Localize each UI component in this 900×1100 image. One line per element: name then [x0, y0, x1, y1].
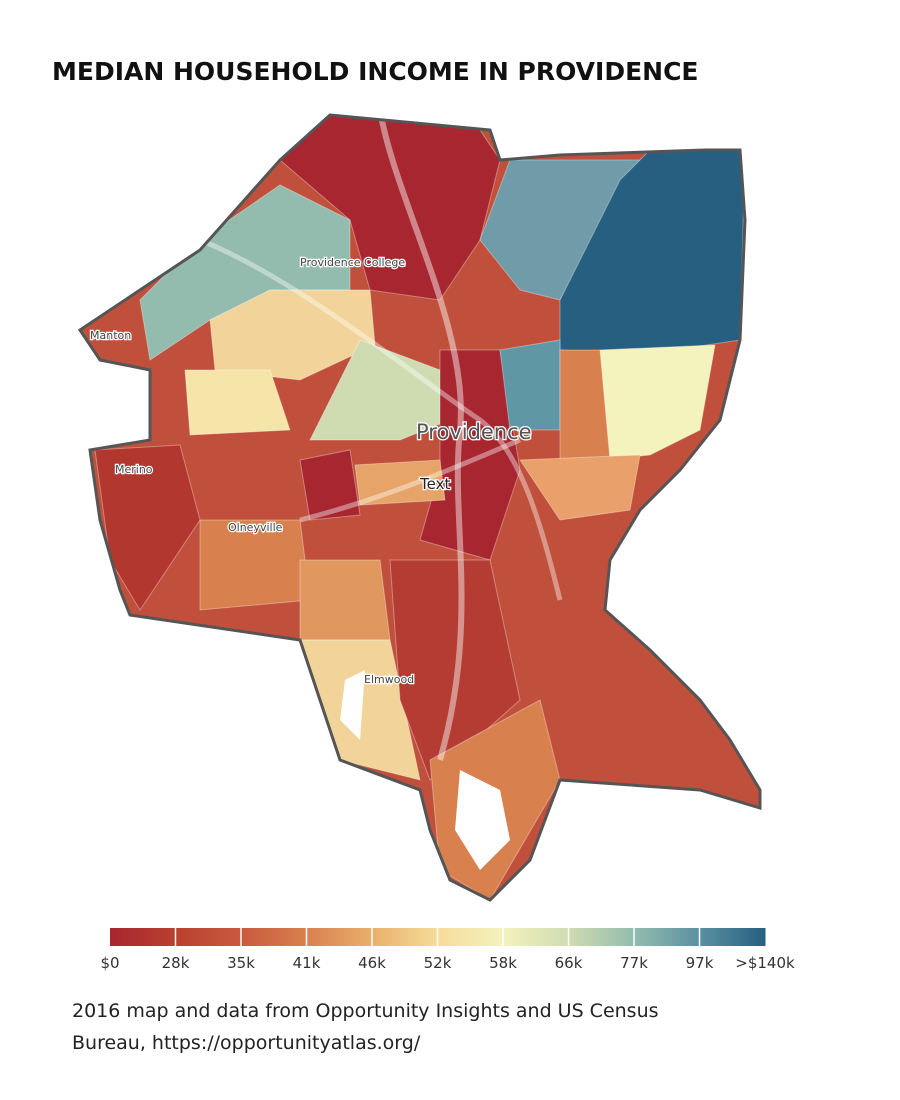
- city-outline: [77, 113, 762, 902]
- legend-swatch: [175, 928, 242, 946]
- place-label: Merino: [115, 463, 153, 476]
- caption: Bureau, https://opportunityatlas.org/: [72, 1032, 421, 1054]
- legend-label: >$140k: [735, 954, 795, 972]
- legend-swatch: [503, 928, 569, 946]
- legend-label: 28k: [162, 954, 190, 972]
- legend-label: 97k: [686, 954, 714, 972]
- region: [184, 369, 291, 436]
- place-label: Manton: [90, 329, 131, 342]
- legend: $0 28k 35k 41k 46k 52k 58k 66k 77k 97k >$140k: [100, 928, 795, 972]
- legend-label: 35k: [227, 954, 255, 972]
- pond: [455, 770, 510, 870]
- region: [354, 459, 446, 506]
- region: [299, 449, 361, 521]
- legend-label: 58k: [489, 954, 517, 972]
- legend-label: $0: [100, 954, 119, 972]
- place-label: Providence College: [300, 256, 405, 269]
- region: [499, 339, 561, 431]
- region: [299, 559, 391, 641]
- place-label: Olneyville: [228, 521, 283, 534]
- legend-swatch: [699, 928, 766, 946]
- highway: [199, 237, 563, 601]
- legend-label: 66k: [555, 954, 583, 972]
- place-label: Text: [419, 475, 450, 493]
- legend-swatch: [634, 928, 700, 946]
- legend-swatch: [241, 928, 307, 946]
- legend-label: 41k: [293, 954, 321, 972]
- map: [80, 115, 760, 900]
- legend-swatch: [437, 928, 504, 946]
- caption: 2016 map and data from Opportunity Insig…: [72, 1000, 659, 1022]
- region: [519, 454, 641, 521]
- legend-swatch: [568, 928, 635, 946]
- place-label: Providence: [416, 420, 532, 444]
- highway: [299, 437, 521, 523]
- legend-label: 52k: [424, 954, 452, 972]
- legend-label: 46k: [358, 954, 386, 972]
- legend-swatch: [110, 928, 176, 946]
- pond: [340, 670, 365, 740]
- legend-swatch: [306, 928, 373, 946]
- place-label: Elmwood: [364, 673, 414, 686]
- legend-label: 77k: [620, 954, 648, 972]
- highway: [377, 115, 465, 761]
- title: MEDIAN HOUSEHOLD INCOME IN PROVIDENCE: [52, 57, 699, 86]
- legend-swatch: [372, 928, 438, 946]
